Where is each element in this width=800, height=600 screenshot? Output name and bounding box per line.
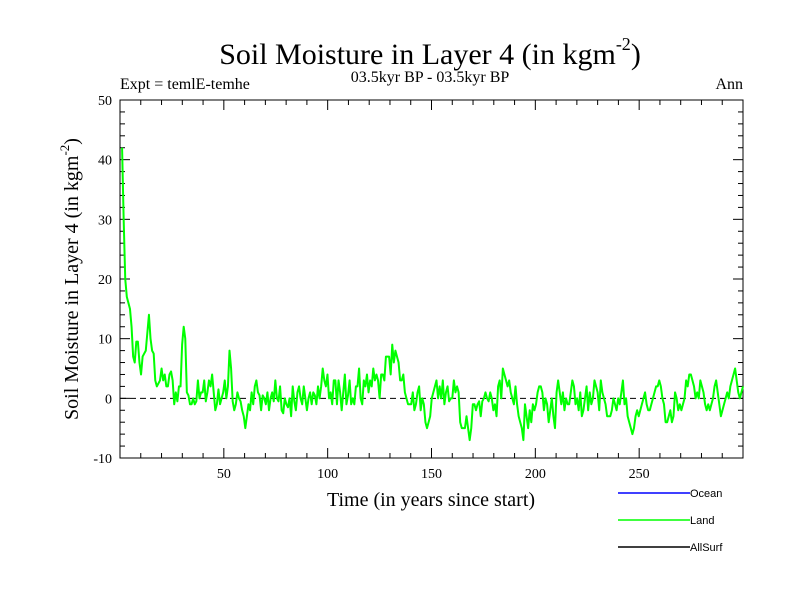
chart-title-sup: -2	[616, 34, 631, 54]
chart-title-close: )	[631, 38, 641, 71]
legend: Ocean Land AllSurf	[618, 488, 723, 554]
y-tick-label-0: 0	[105, 392, 112, 407]
y-tick-label-20: 20	[98, 273, 112, 288]
y-axis-label-sup: -2	[57, 145, 72, 156]
legend-label-land: Land	[690, 515, 714, 527]
y-tick-label-40: 40	[98, 154, 112, 169]
series-line-land	[121, 147, 744, 442]
y-axis-label: Soil Moisture in Layer 4 (in kgm-2)	[57, 138, 83, 420]
legend-label-allsurf: AllSurf	[690, 542, 723, 554]
subtitle-experiment: Expt = temlE-temhe	[120, 76, 250, 93]
y-axis-label-main: Soil Moisture in Layer 4 (in kgm	[61, 155, 83, 420]
y-tick-label--10: -10	[93, 452, 112, 467]
x-tick-label-250: 250	[629, 467, 650, 482]
x-axis-label: Time (in years since start)	[327, 489, 535, 511]
x-tick-label-200: 200	[525, 467, 546, 482]
axis-tick-labels: 50 100 150 200 250 -10 0 10 20 30 40 50	[93, 94, 649, 482]
subtitle-period: 03.5kyr BP - 03.5kyr BP	[351, 69, 510, 86]
y-tick-label-10: 10	[98, 333, 112, 348]
x-tick-label-150: 150	[421, 467, 442, 482]
axis-ticks	[120, 99, 743, 459]
x-tick-label-50: 50	[217, 467, 231, 482]
chart-title: Soil Moisture in Layer 4 (in kgm-2)	[219, 34, 641, 71]
subtitle-season: Ann	[715, 76, 743, 93]
y-tick-label-30: 30	[98, 213, 112, 228]
chart-title-main: Soil Moisture in Layer 4 (in kgm	[219, 38, 616, 71]
legend-label-ocean: Ocean	[690, 488, 722, 500]
x-tick-label-100: 100	[317, 467, 338, 482]
series-group	[121, 147, 744, 442]
y-axis-label-close: )	[61, 138, 83, 145]
y-tick-label-50: 50	[98, 94, 112, 109]
